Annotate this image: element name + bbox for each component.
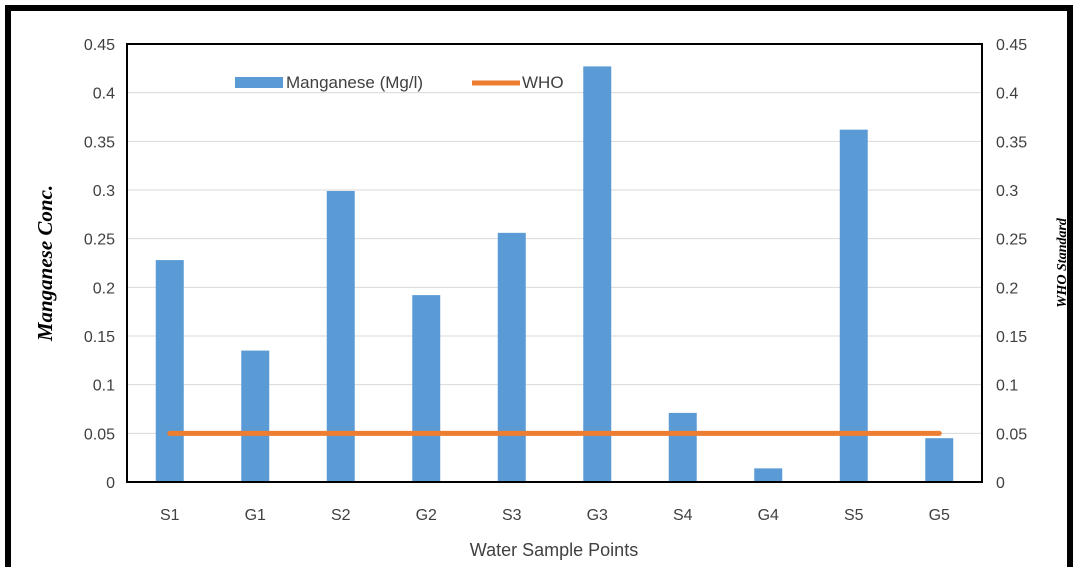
x-tick-label: G2 bbox=[416, 507, 437, 524]
bar-s1 bbox=[155, 260, 184, 482]
x-tick-label: G5 bbox=[929, 507, 950, 524]
y-tick-label: 0 bbox=[106, 475, 115, 492]
y2-tick-label: 0.35 bbox=[996, 134, 1027, 151]
bar-g4 bbox=[754, 468, 783, 482]
y2-tick-label: 0.3 bbox=[996, 183, 1018, 200]
x-tick-label: G4 bbox=[758, 507, 779, 524]
y-axis-title: Manganese Conc. bbox=[33, 185, 57, 342]
left-axis-ticks: 0 0.05 0.1 0.15 0.2 0.25 0.3 0.35 0.4 0.45 bbox=[84, 37, 115, 492]
bar-g5 bbox=[925, 438, 954, 482]
x-tick-label: G1 bbox=[245, 507, 266, 524]
plot-area-border bbox=[126, 43, 983, 483]
bar-s2 bbox=[326, 190, 355, 482]
y2-tick-label: 0.25 bbox=[996, 232, 1027, 249]
legend-swatch-manganese bbox=[235, 77, 283, 88]
x-tick-label: S5 bbox=[844, 507, 864, 524]
y2-axis-title: WHO Standard bbox=[1055, 217, 1070, 308]
x-tick-label: S4 bbox=[673, 507, 693, 524]
x-tick-label: S2 bbox=[331, 507, 351, 524]
bar-g1 bbox=[241, 350, 270, 482]
bar-g3 bbox=[583, 66, 612, 483]
y2-tick-label: 0.15 bbox=[996, 329, 1027, 346]
bar-s3 bbox=[497, 232, 526, 482]
y-tick-label: 0.45 bbox=[84, 37, 115, 54]
right-axis-ticks: 0 0.05 0.1 0.15 0.2 0.25 0.3 0.35 0.4 0.45 bbox=[996, 37, 1027, 492]
x-axis-title: Water Sample Points bbox=[470, 540, 638, 560]
bar-series bbox=[155, 66, 954, 483]
y-tick-label: 0.05 bbox=[84, 426, 115, 443]
legend-label-manganese: Manganese (Mg/l) bbox=[286, 73, 423, 92]
y2-tick-label: 0.2 bbox=[996, 280, 1018, 297]
x-tick-label: S3 bbox=[502, 507, 522, 524]
x-axis-ticks: S1 G1 S2 G2 S3 G3 S4 G4 S5 G5 bbox=[160, 507, 950, 524]
bar-s5 bbox=[839, 129, 868, 483]
y2-tick-label: 0.4 bbox=[996, 86, 1018, 103]
y-tick-label: 0.15 bbox=[84, 329, 115, 346]
legend-label-who: WHO bbox=[522, 73, 564, 92]
y2-tick-label: 0.1 bbox=[996, 378, 1018, 395]
x-tick-label: G3 bbox=[587, 507, 608, 524]
y-tick-label: 0.3 bbox=[93, 183, 115, 200]
y-tick-label: 0.25 bbox=[84, 232, 115, 249]
bar-g2 bbox=[412, 295, 441, 482]
y-tick-label: 0.2 bbox=[93, 280, 115, 297]
y2-tick-label: 0.45 bbox=[996, 37, 1027, 54]
y-tick-label: 0.1 bbox=[93, 378, 115, 395]
y-tick-label: 0.4 bbox=[93, 86, 115, 103]
y-tick-label: 0.35 bbox=[84, 134, 115, 151]
bar-s4 bbox=[668, 412, 697, 482]
y2-tick-label: 0 bbox=[996, 475, 1005, 492]
y2-tick-label: 0.05 bbox=[996, 426, 1027, 443]
legend: Manganese (Mg/l) WHO bbox=[235, 73, 564, 92]
x-tick-label: S1 bbox=[160, 507, 180, 524]
